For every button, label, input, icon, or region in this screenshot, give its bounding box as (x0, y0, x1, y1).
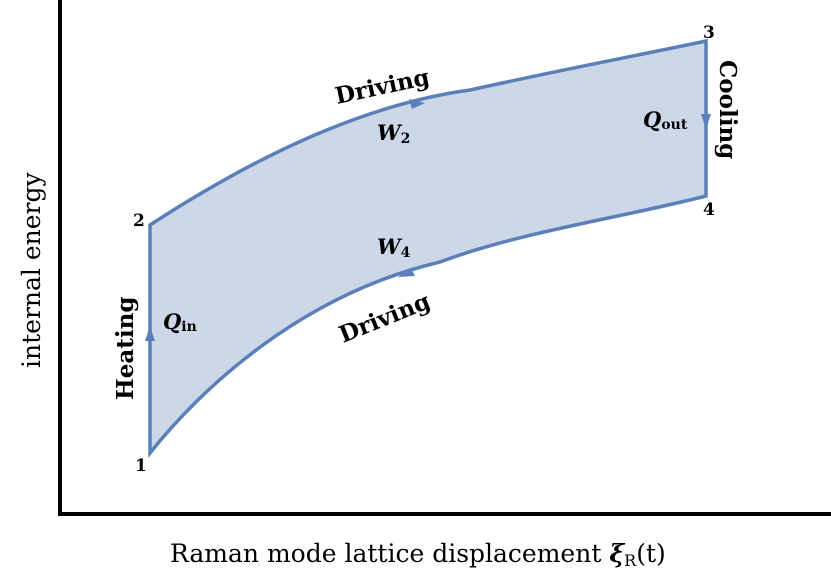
state-label-3: 3 (703, 23, 715, 43)
q-in-label: Qin (163, 309, 197, 335)
w2-subscript: 2 (401, 131, 411, 147)
w4-symbol: W (377, 234, 403, 259)
x-axis-label-text: Raman mode lattice displacement (170, 539, 601, 568)
w4-subscript: 4 (401, 245, 411, 261)
cooling-label: Cooling (714, 60, 741, 159)
x-axis-argument: (t) (636, 539, 666, 568)
w4-label: W4 (377, 234, 411, 261)
heating-label: Heating (112, 297, 139, 400)
x-axis-symbol: ξ (609, 539, 625, 568)
x-axis-subscript: R (624, 551, 637, 570)
arrow-driving-top (409, 99, 425, 109)
q-out-subscript: out (661, 117, 688, 133)
state-label-4: 4 (703, 200, 715, 220)
state-label-2: 2 (133, 211, 145, 231)
q-out-symbol: Q (643, 107, 661, 132)
q-out-label: Qout (643, 107, 688, 133)
state-label-1: 1 (135, 456, 147, 476)
cycle-region (148, 38, 708, 459)
arrow-cooling (701, 114, 711, 129)
q-in-subscript: in (181, 319, 197, 335)
w2-label: W2 (377, 120, 410, 147)
arrow-driving-bottom (398, 268, 415, 277)
y-axis-label: internal energy (17, 172, 46, 368)
x-axis-label: Raman mode lattice displacement ξR(t) (170, 539, 666, 570)
w2-symbol: W (377, 120, 403, 145)
x-axis-label-spacer (601, 539, 609, 568)
q-in-symbol: Q (163, 309, 181, 334)
driving-bottom-label: Driving (335, 288, 434, 349)
arrow-heating (145, 326, 155, 341)
